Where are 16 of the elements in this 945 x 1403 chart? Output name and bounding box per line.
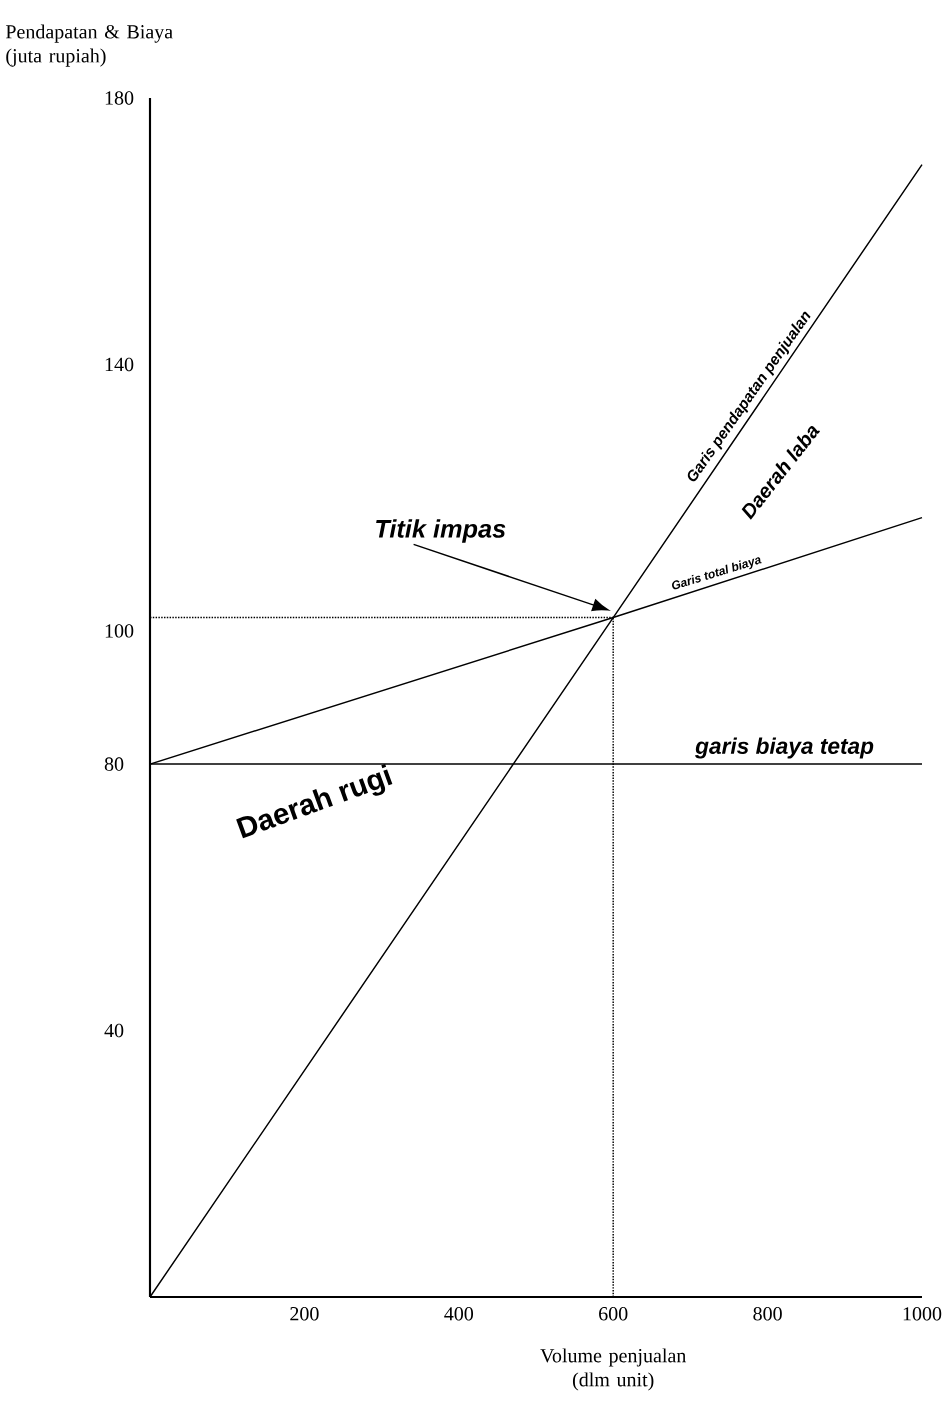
y-tick-label: 80 <box>104 757 124 771</box>
y-tick-label: 40 <box>104 1023 124 1038</box>
y-tick-label: 180 <box>105 91 134 105</box>
x-tick-label: 200 <box>290 1307 319 1321</box>
annotation: garis biaya tetap <box>695 737 874 759</box>
annotation: Garis total biaya <box>672 557 762 590</box>
x-tick-label: 600 <box>599 1307 628 1321</box>
annotation: Daerah rugi <box>236 764 393 839</box>
x-axis-title: Volume penjualan (dlm unit) <box>540 1348 687 1391</box>
x-tick-label: 1000 <box>903 1307 942 1321</box>
y-tick-label: 140 <box>105 357 134 372</box>
x-tick-label: 800 <box>753 1307 782 1321</box>
y-tick-label: 100 <box>105 624 134 638</box>
annotation: Titik impas <box>376 519 506 543</box>
x-tick-label: 400 <box>444 1307 474 1321</box>
y-axis-title: Pendapatan & Biaya (juta rupiah) <box>5 24 173 67</box>
